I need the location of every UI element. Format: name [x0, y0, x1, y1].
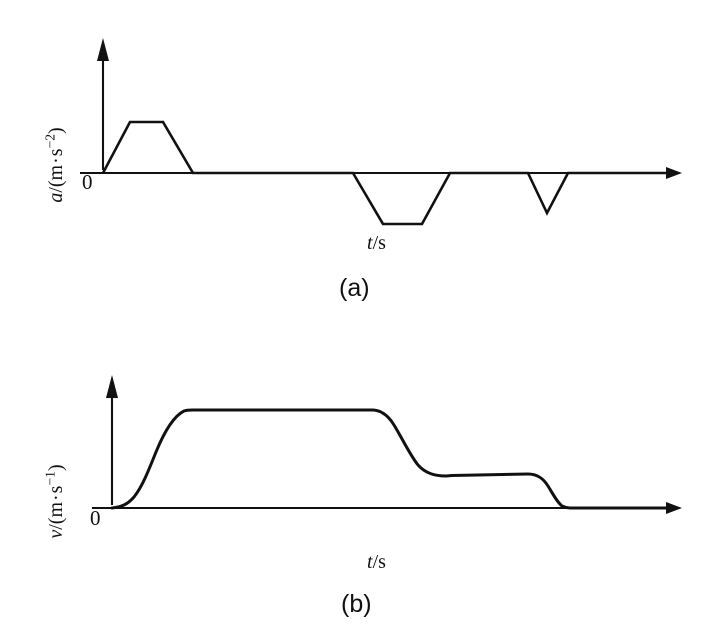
- panel-b-x-axis-arrow-icon: [666, 502, 682, 514]
- panel-b-caption: (b): [341, 590, 372, 618]
- velocity-curve: [110, 408, 668, 510]
- panel-b-y-unit-prefix: /(m: [45, 501, 67, 530]
- panel-a-y-axis-label: a/(m·s−2): [42, 127, 67, 203]
- panel-a-x-slash: /: [372, 232, 379, 254]
- panel-b-y-exponent: −1: [42, 471, 58, 486]
- panel-b-x-axis-label: t/s: [367, 552, 386, 572]
- panel-a-x-unit: s: [378, 232, 386, 254]
- panel-a-origin-label: 0: [82, 170, 93, 194]
- acceleration-curve: [101, 120, 666, 226]
- panel-a-y-unit-prefix: /(m: [45, 164, 67, 193]
- panel-b-y-symbol: v: [45, 529, 67, 539]
- panel-b-x-symbol: t: [367, 551, 373, 573]
- panel-a-y-axis-arrow-icon: [97, 38, 109, 61]
- panel-a-graphics: [80, 38, 682, 226]
- panel-b-y-unit-base: s: [45, 485, 67, 494]
- panel-a-y-dot: ·: [45, 157, 67, 164]
- panel-a-y-unit-suffix: ): [45, 127, 67, 134]
- panel-a-y-unit-base: s: [45, 148, 67, 157]
- panel-a-y-exponent: −2: [42, 133, 58, 149]
- panel-a-x-axis-arrow-icon: [666, 167, 682, 179]
- panel-b-y-unit-suffix: ): [45, 464, 67, 472]
- panel-a-caption: (a): [339, 274, 370, 302]
- panel-a-y-symbol: a: [45, 192, 67, 203]
- panel-b-y-dot: ·: [45, 494, 67, 501]
- panel-b-y-axis-label: v/(m·s−1): [42, 464, 67, 539]
- panel-a-x-axis-label: t/s: [367, 233, 386, 253]
- panel-b-x-unit: s: [378, 551, 386, 573]
- panel-b-graphics: [92, 375, 682, 514]
- panel-a-x-symbol: t: [367, 232, 373, 254]
- panel-b-x-slash: /: [372, 551, 379, 573]
- panel-b-origin-label: 0: [90, 506, 101, 530]
- panel-b-y-axis-arrow-icon: [106, 375, 118, 398]
